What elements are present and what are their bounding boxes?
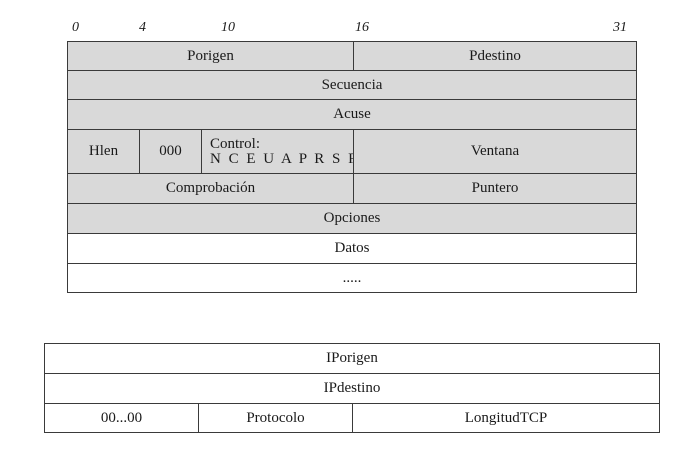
bit-label-0: 0: [72, 20, 79, 35]
field-secuencia: Secuencia: [67, 70, 637, 100]
bit-label-4: 4: [139, 20, 146, 35]
bit-label-16: 16: [355, 20, 369, 35]
control-title: Control:: [210, 135, 261, 152]
control-flags: N C E U A P R S F: [210, 150, 359, 167]
field-ipdestino: IPdestino: [44, 373, 660, 404]
bit-label-31: 31: [613, 20, 627, 35]
field-control: Control: N C E U A P R S F: [201, 129, 357, 174]
field-acuse: Acuse: [67, 99, 637, 130]
field-hlen: Hlen: [67, 129, 140, 174]
field-ventana: Ventana: [353, 129, 637, 174]
field-puntero: Puntero: [353, 173, 637, 204]
field-porigen: Porigen: [67, 41, 354, 71]
field-pdestino: Pdestino: [353, 41, 637, 71]
field-comprobacion: Comprobación: [67, 173, 354, 204]
field-zeros: 00...00: [44, 403, 199, 433]
field-reserved: 000: [139, 129, 202, 174]
field-continuation: .....: [67, 263, 637, 293]
field-opciones: Opciones: [67, 203, 637, 234]
bit-label-10: 10: [221, 20, 235, 35]
field-protocolo: Protocolo: [198, 403, 353, 433]
field-longitud-tcp: LongitudTCP: [352, 403, 660, 433]
field-iporigen: IPorigen: [44, 343, 660, 374]
field-datos: Datos: [67, 233, 637, 264]
